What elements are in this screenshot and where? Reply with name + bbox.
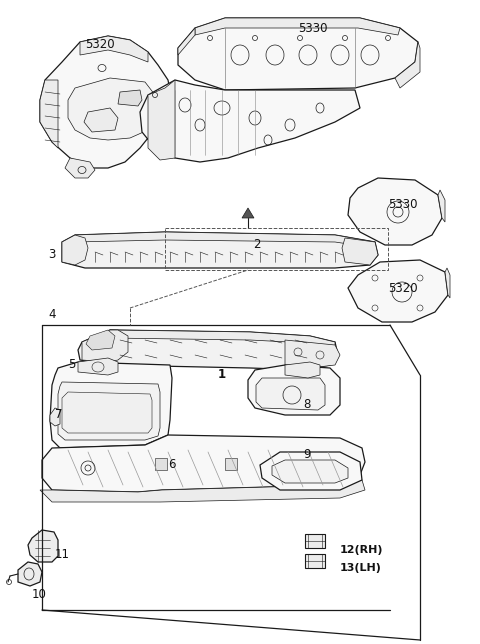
Polygon shape	[178, 28, 195, 55]
Text: 6: 6	[168, 458, 176, 471]
Polygon shape	[78, 330, 338, 370]
Polygon shape	[195, 18, 400, 35]
Polygon shape	[285, 362, 320, 378]
Polygon shape	[395, 42, 420, 88]
Text: 9: 9	[303, 448, 311, 461]
Polygon shape	[75, 232, 375, 248]
Polygon shape	[305, 554, 325, 568]
Polygon shape	[225, 458, 237, 470]
Polygon shape	[285, 340, 340, 368]
Polygon shape	[272, 460, 348, 483]
Polygon shape	[40, 80, 58, 148]
Polygon shape	[62, 392, 152, 433]
Polygon shape	[58, 382, 160, 440]
Text: 11: 11	[55, 548, 70, 561]
Polygon shape	[110, 330, 335, 348]
Polygon shape	[82, 330, 128, 362]
Polygon shape	[256, 378, 325, 410]
Text: 8: 8	[303, 398, 311, 411]
Text: 7: 7	[55, 408, 62, 421]
Polygon shape	[50, 362, 172, 448]
Polygon shape	[348, 260, 448, 322]
Polygon shape	[118, 90, 142, 106]
Polygon shape	[445, 268, 450, 298]
Polygon shape	[438, 190, 445, 222]
Polygon shape	[50, 408, 60, 426]
Polygon shape	[248, 365, 340, 415]
Polygon shape	[62, 235, 88, 265]
Text: 5: 5	[68, 358, 75, 371]
Polygon shape	[178, 18, 418, 90]
Polygon shape	[342, 238, 378, 265]
Polygon shape	[84, 108, 118, 132]
Text: 5330: 5330	[298, 22, 327, 35]
Polygon shape	[18, 562, 42, 586]
Polygon shape	[28, 530, 58, 562]
Polygon shape	[348, 178, 442, 245]
Text: 10: 10	[32, 588, 47, 601]
Polygon shape	[86, 330, 115, 350]
Polygon shape	[80, 36, 148, 62]
Text: 2: 2	[253, 238, 261, 251]
Polygon shape	[78, 358, 118, 375]
Polygon shape	[305, 534, 325, 548]
Text: 5320: 5320	[85, 38, 115, 51]
Polygon shape	[242, 208, 254, 218]
Text: 3: 3	[48, 248, 55, 261]
Text: 12(RH): 12(RH)	[340, 545, 384, 555]
Polygon shape	[140, 80, 360, 162]
Polygon shape	[40, 480, 365, 502]
Polygon shape	[148, 80, 175, 160]
Polygon shape	[68, 78, 155, 140]
Text: 1: 1	[218, 368, 226, 381]
Polygon shape	[295, 458, 307, 470]
Text: 5320: 5320	[388, 282, 418, 295]
Text: 5330: 5330	[388, 198, 418, 211]
Polygon shape	[65, 158, 95, 178]
Polygon shape	[260, 452, 362, 490]
Polygon shape	[62, 232, 378, 268]
Polygon shape	[42, 435, 365, 492]
Text: 13(LH): 13(LH)	[340, 563, 382, 573]
Text: 4: 4	[48, 308, 56, 321]
Polygon shape	[40, 36, 172, 168]
Polygon shape	[155, 458, 167, 470]
